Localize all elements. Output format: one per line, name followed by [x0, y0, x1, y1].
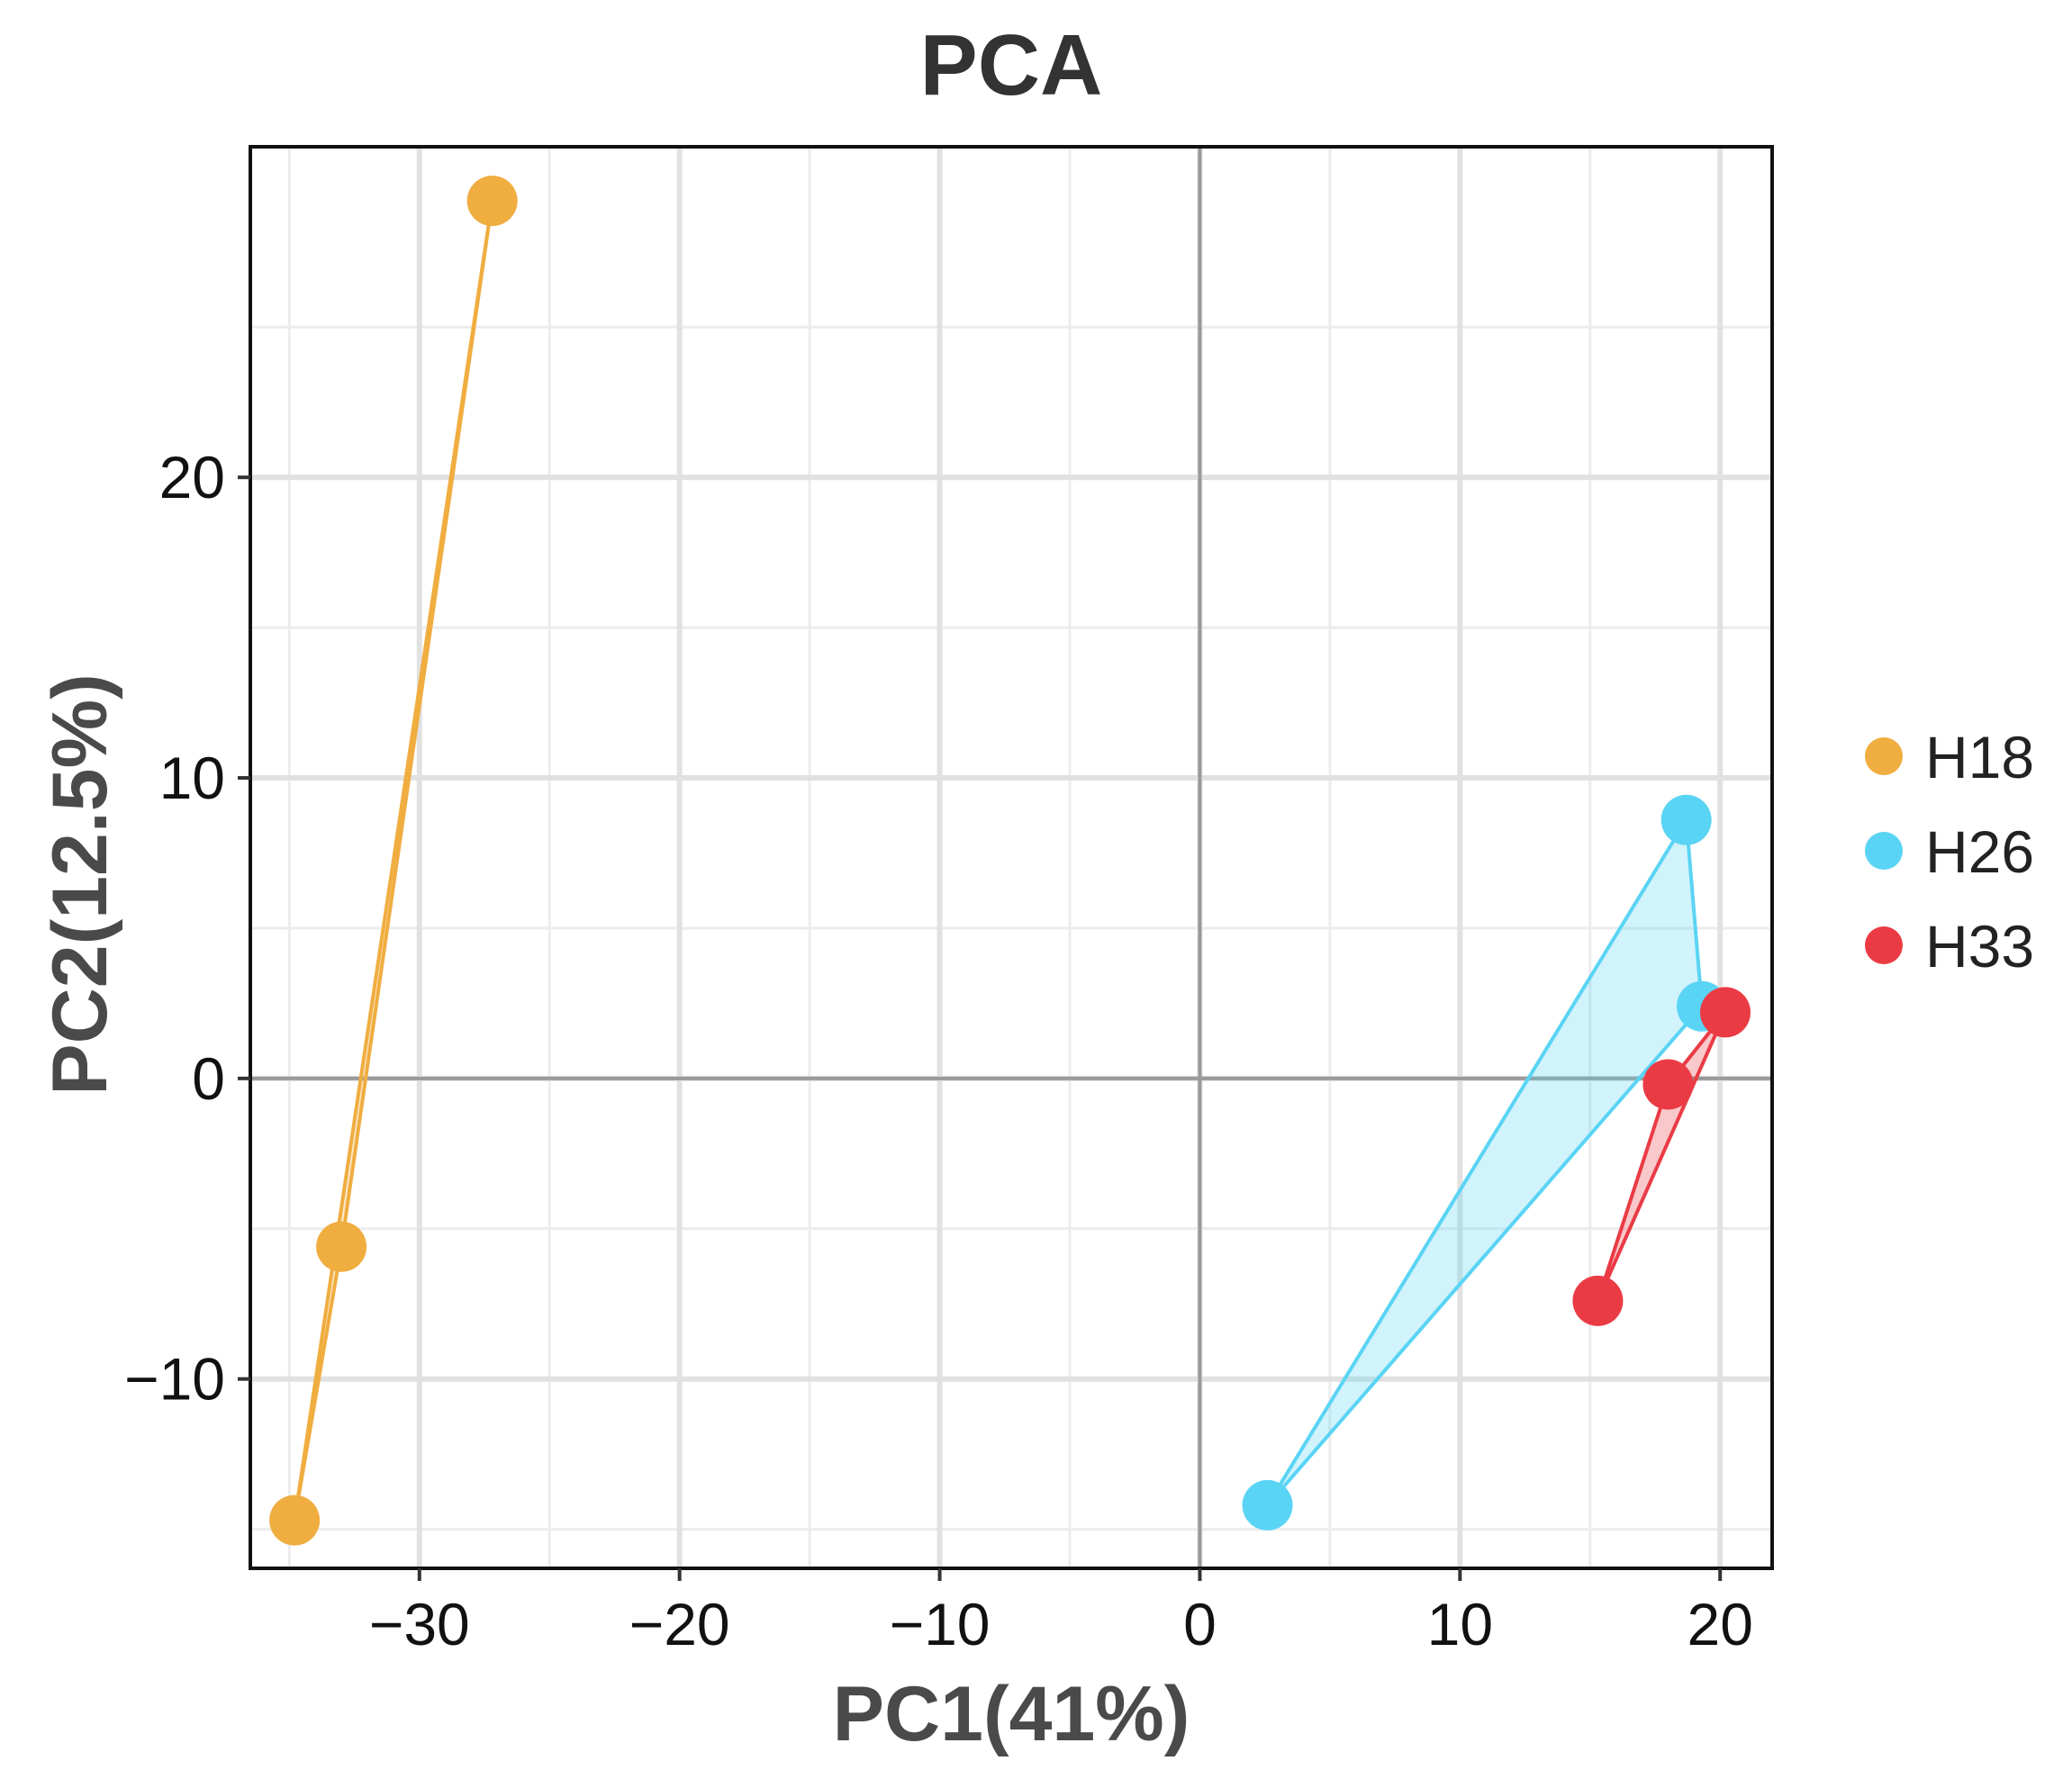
legend: H18 H26 H33 [1865, 724, 2034, 980]
data-point-H18 [269, 1495, 321, 1546]
series-H18 [293, 199, 494, 1522]
x-tick-label: 10 [1427, 1591, 1493, 1657]
x-tick-label: −30 [369, 1591, 470, 1657]
legend-swatch [1865, 832, 1903, 870]
grid [250, 147, 1772, 1568]
data-point-H33 [1700, 987, 1751, 1038]
x-tick-label: 20 [1687, 1591, 1753, 1657]
hull-H33 [1596, 1010, 1727, 1303]
legend-label: H18 [1925, 724, 2034, 790]
points-H18 [269, 176, 518, 1546]
series-H26 [1265, 817, 1704, 1507]
hull-H26 [1265, 817, 1704, 1507]
x-tick-label: −20 [629, 1591, 730, 1657]
chart-title: PCA [920, 17, 1103, 113]
legend-label: H26 [1925, 818, 2034, 885]
series-H33 [1596, 1010, 1727, 1303]
axis-ticks: −30 −20 −10 0 10 20 −10 0 10 20 [124, 444, 1753, 1657]
data-point-H18 [466, 176, 518, 227]
data-point-H26 [1660, 794, 1712, 845]
x-axis-title: PC1(41%) [833, 1671, 1190, 1757]
legend-label: H33 [1925, 913, 2034, 980]
data-point-H18 [316, 1221, 367, 1272]
y-tick-label: 0 [192, 1045, 225, 1112]
hull-H18 [293, 199, 494, 1522]
y-tick-label: 10 [159, 745, 225, 811]
series-layer [269, 176, 1751, 1546]
y-tick-label: 20 [159, 444, 225, 510]
legend-item-H33: H33 [1865, 913, 2034, 980]
y-axis-title: PC2(12.5%) [37, 673, 123, 1095]
data-point-H33 [1572, 1275, 1624, 1326]
legend-swatch [1865, 926, 1903, 964]
legend-item-H26: H26 [1865, 818, 2034, 885]
x-tick-label: −10 [890, 1591, 991, 1657]
data-point-H26 [1242, 1479, 1293, 1531]
y-tick-label: −10 [124, 1346, 225, 1413]
data-point-H33 [1642, 1059, 1694, 1110]
legend-swatch [1865, 737, 1903, 775]
plot-panel-border [249, 145, 1774, 1570]
points-H33 [1572, 987, 1751, 1326]
legend-item-H18: H18 [1865, 724, 2034, 790]
x-tick-label: 0 [1183, 1591, 1217, 1657]
